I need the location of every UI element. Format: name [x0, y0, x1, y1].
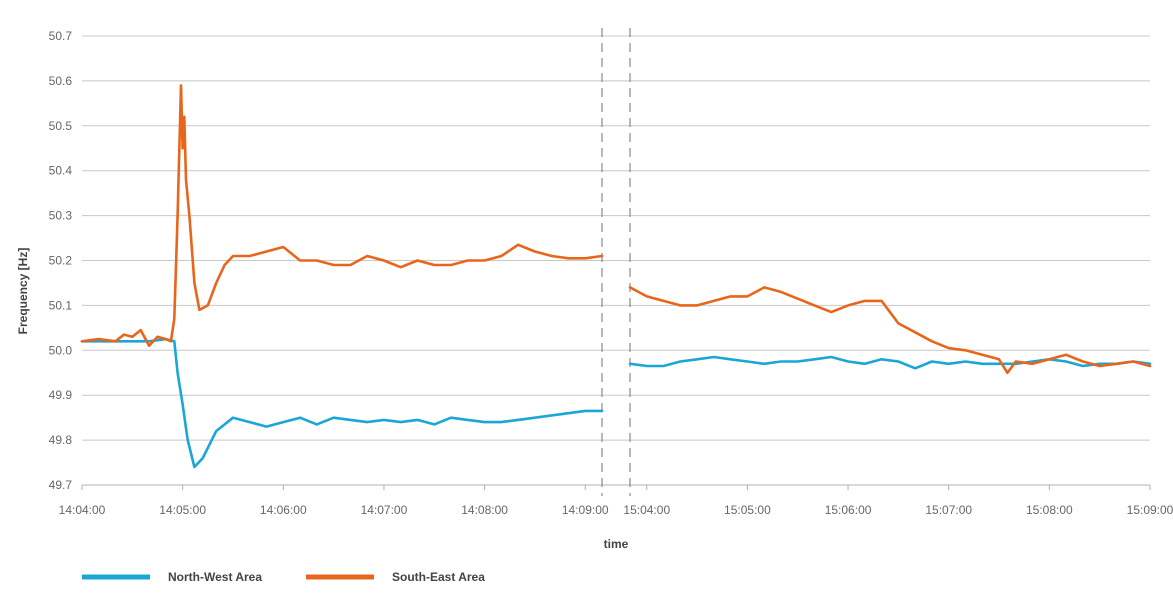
x-tick-label: 15:09:00 [1127, 503, 1173, 517]
x-tick-label: 14:05:00 [159, 503, 206, 517]
x-tick-label: 14:06:00 [260, 503, 307, 517]
x-axis-title: time [604, 537, 629, 551]
x-tick-label: 14:08:00 [461, 503, 508, 517]
y-tick-label: 50.5 [49, 119, 73, 133]
x-tick-label: 15:04:00 [623, 503, 670, 517]
x-tick-label: 14:09:00 [562, 503, 609, 517]
y-tick-label: 50.2 [49, 254, 73, 268]
y-tick-labels: 49.7 49.8 49.9 50.0 50.1 50.2 50.3 50.4 50.5 50.6… [49, 29, 73, 492]
y-tick-label: 50.1 [49, 298, 73, 312]
x-tick-label: 15:08:00 [1026, 503, 1073, 517]
y-tick-label: 50.0 [49, 343, 73, 357]
y-axis-title: Frequency [Hz] [16, 248, 30, 335]
y-tick-label: 50.3 [49, 209, 73, 223]
x-axis: 14:04:00 14:05:00 14:06:00 14:07:00 14:08:00… [59, 484, 1173, 517]
x-tick-label: 14:07:00 [361, 503, 408, 517]
y-tick-label: 49.8 [49, 433, 73, 447]
series-line-south-east-area [80, 84, 604, 348]
series-line-north-west-area [628, 355, 1152, 370]
panel-dividers [601, 28, 631, 496]
series-line-south-east-area [628, 286, 1152, 375]
y-tick-label: 50.7 [49, 29, 73, 43]
legend-label: North-West Area [168, 570, 262, 584]
legend: North-West Area South-East Area [82, 570, 485, 584]
y-tick-label: 50.6 [49, 74, 73, 88]
x-tick-label: 15:05:00 [724, 503, 771, 517]
x-tick-label: 15:06:00 [825, 503, 872, 517]
gridlines [82, 35, 1150, 486]
x-tick-label: 14:04:00 [59, 503, 106, 517]
y-tick-label: 49.7 [49, 478, 73, 492]
y-tick-label: 49.9 [49, 388, 73, 402]
legend-label: South-East Area [392, 570, 485, 584]
series-lines [80, 84, 1152, 469]
series-line-north-west-area [80, 337, 604, 469]
y-tick-label: 50.4 [49, 164, 73, 178]
x-tick-label: 15:07:00 [925, 503, 972, 517]
